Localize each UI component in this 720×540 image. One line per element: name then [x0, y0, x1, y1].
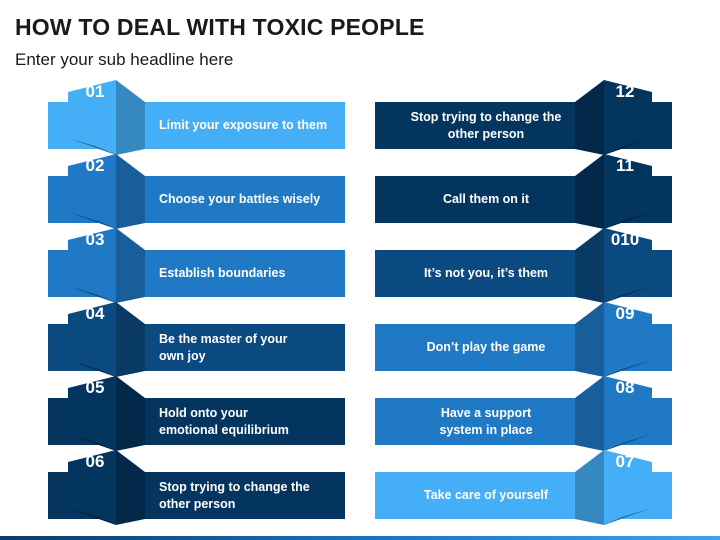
tip-number: 12 [615, 82, 635, 101]
tip-number: 07 [615, 452, 635, 471]
tip-number: 010 [610, 230, 640, 249]
right-tip-card: 11 Call them on it [375, 154, 672, 229]
tip-text: Stop trying to change the other person [159, 479, 310, 511]
left-tip-card: 02 Choose your battles wisely [48, 154, 345, 229]
number-tag [575, 154, 652, 229]
number-tag [575, 228, 652, 303]
tip-number: 09 [615, 304, 635, 323]
tip-text: Don’t play the game [426, 340, 546, 354]
tip-number: 04 [85, 304, 105, 323]
page-title: HOW TO DEAL WITH TOXIC PEOPLE [15, 14, 425, 40]
number-tag [575, 80, 652, 155]
tip-text: It’s not you, it’s them [423, 266, 549, 280]
tip-number: 11 [616, 156, 634, 175]
tip-text: Choose your battles wisely [159, 192, 321, 206]
number-tag [68, 228, 145, 303]
tip-number: 02 [85, 156, 105, 175]
left-tip-card: 01 Limit your exposure to them [48, 80, 345, 155]
number-tag [68, 302, 145, 377]
tip-text: Be the master of your own joy [159, 331, 288, 363]
tip-text: Limit your exposure to them [159, 118, 328, 132]
tip-text: Hold onto your emotional equilibrium [159, 405, 289, 437]
number-tag [68, 450, 145, 525]
tip-number: 03 [85, 230, 105, 249]
number-tag [575, 450, 652, 525]
left-tip-card: 05 Hold onto your emotional equilibrium [48, 376, 345, 451]
bottom-accent-strip [0, 536, 720, 540]
right-tip-card: 07 Take care of yourself [375, 450, 672, 525]
tip-number: 05 [85, 378, 105, 397]
right-tip-card: 12 Stop trying to change the other person [375, 80, 672, 155]
tip-text: Call them on it [442, 192, 530, 206]
page-subtitle: Enter your sub headline here [15, 50, 234, 69]
left-tip-card: 04 Be the master of your own joy [48, 302, 345, 377]
tip-text: Establish boundaries [159, 266, 286, 280]
number-tag [68, 154, 145, 229]
number-tag [575, 302, 652, 377]
tip-text: Stop trying to change the other person [410, 109, 562, 141]
tip-number: 01 [85, 82, 105, 101]
right-tip-card: 08 Have a support system in place [375, 376, 672, 451]
tip-number: 06 [85, 452, 105, 471]
number-tag [68, 80, 145, 155]
number-tag [68, 376, 145, 451]
number-tag [575, 376, 652, 451]
left-tip-card: 03 Establish boundaries [48, 228, 345, 303]
tip-text: Take care of yourself [423, 488, 549, 502]
right-tip-card: 09 Don’t play the game [375, 302, 672, 377]
right-tip-card: 010 It’s not you, it’s them [375, 228, 672, 303]
tip-text: Have a support system in place [439, 405, 533, 437]
left-tip-card: 06 Stop trying to change the other person [48, 450, 345, 525]
tip-number: 08 [615, 378, 635, 397]
